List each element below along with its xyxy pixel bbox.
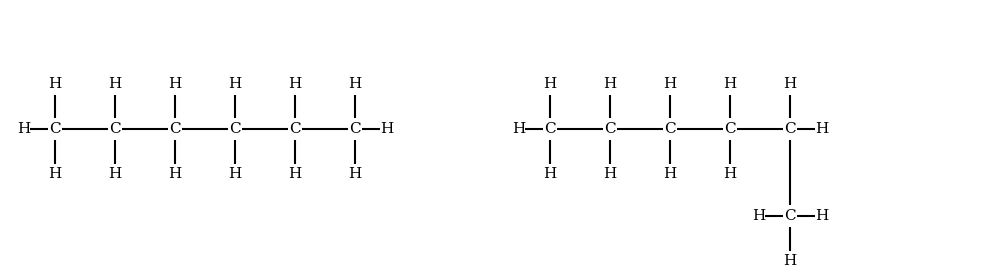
Text: H: H [288, 167, 302, 181]
Text: C: C [349, 122, 361, 136]
Text: H: H [108, 167, 122, 181]
Text: H: H [783, 254, 797, 268]
Text: H: H [168, 167, 182, 181]
Text: C: C [664, 122, 676, 136]
Text: C: C [109, 122, 121, 136]
Text: H: H [348, 167, 362, 181]
Text: H: H [815, 122, 828, 136]
Text: C: C [604, 122, 616, 136]
Text: H: H [663, 167, 677, 181]
Text: C: C [544, 122, 556, 136]
Text: H: H [543, 167, 557, 181]
Text: H: H [603, 77, 617, 91]
Text: H: H [380, 122, 393, 136]
Text: C: C [724, 122, 736, 136]
Text: H: H [543, 77, 557, 91]
Text: H: H [723, 77, 737, 91]
Text: H: H [663, 77, 677, 91]
Text: H: H [108, 77, 122, 91]
Text: C: C [229, 122, 241, 136]
Text: H: H [228, 77, 242, 91]
Text: C: C [49, 122, 61, 136]
Text: H: H [48, 167, 62, 181]
Text: H: H [723, 167, 737, 181]
Text: C: C [289, 122, 301, 136]
Text: C: C [784, 209, 796, 223]
Text: H: H [815, 209, 828, 223]
Text: H: H [512, 122, 525, 136]
Text: C: C [784, 122, 796, 136]
Text: H: H [752, 209, 765, 223]
Text: H: H [783, 77, 797, 91]
Text: H: H [348, 77, 362, 91]
Text: H: H [48, 77, 62, 91]
Text: H: H [288, 77, 302, 91]
Text: H: H [168, 77, 182, 91]
Text: H: H [228, 167, 242, 181]
Text: C: C [169, 122, 181, 136]
Text: H: H [17, 122, 30, 136]
Text: H: H [603, 167, 617, 181]
